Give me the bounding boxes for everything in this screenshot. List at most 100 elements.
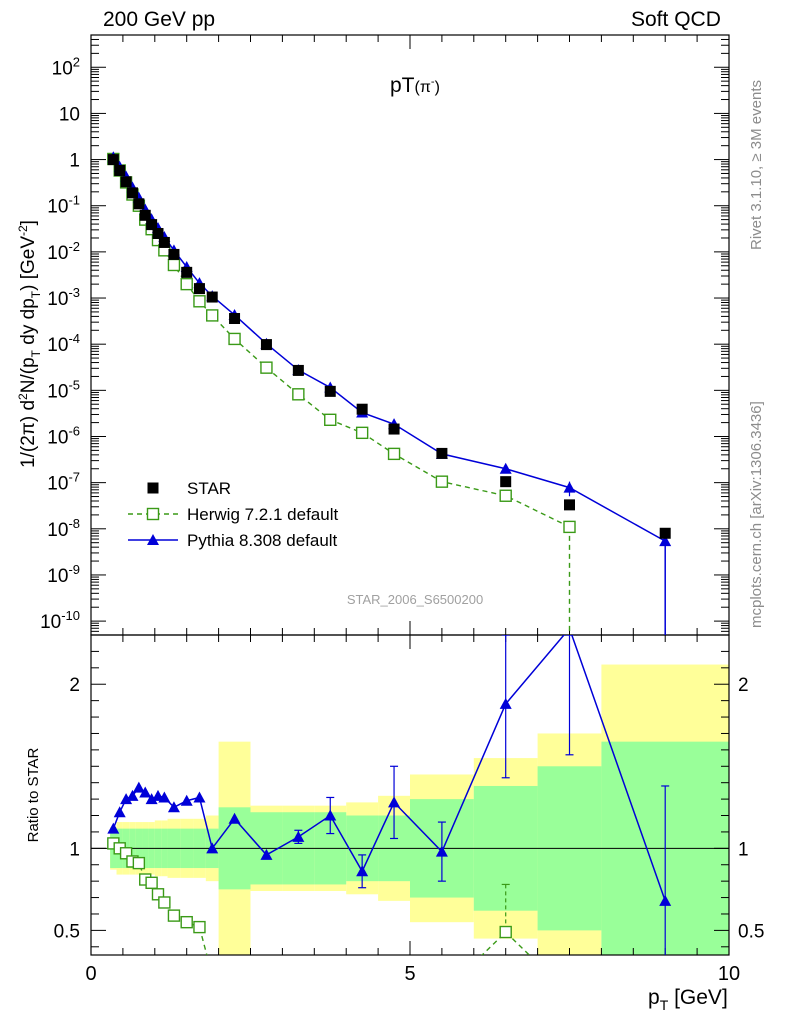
y-tick-label: 10: [59, 104, 80, 125]
star-point: [229, 313, 241, 325]
legend-star-label: STAR: [187, 479, 231, 498]
pythia-ratio-point: [260, 848, 273, 860]
pythia-ratio-point: [499, 697, 512, 709]
herwig-ratio-point: [180, 915, 193, 929]
y-tick-label: 10-10: [40, 608, 80, 633]
herwig-point: [324, 413, 337, 426]
star-point: [260, 339, 272, 351]
pythia-ratio-point: [659, 894, 672, 906]
star-point: [114, 164, 126, 176]
herwig-ratio-point: [119, 847, 133, 860]
pythia-point: [499, 462, 512, 474]
herwig-point: [228, 332, 241, 346]
pythia-ratio-point: [120, 793, 133, 805]
y-tick-label: 10-1: [47, 193, 80, 218]
ratio-y-tick-label-left: 0.5: [54, 921, 80, 942]
y-tick-label: 10-2: [47, 239, 80, 264]
herwig-point: [180, 277, 193, 291]
x-tick-label: 10: [718, 963, 740, 985]
legend-herwig-marker: [146, 507, 160, 521]
x-tick-label: 0: [85, 963, 96, 985]
y-tick-label: 10-6: [47, 423, 80, 448]
x-axis-label: pT [GeV]: [648, 986, 728, 1013]
legend-pythia-label: Pythia 8.308 default: [187, 531, 338, 550]
x-tick-label: 5: [404, 963, 415, 985]
herwig-ratio-point: [167, 909, 181, 922]
herwig-ratio-point: [499, 925, 512, 939]
main-y-axis-label: 1/(2π) d2N/(pT dy dpT) [GeV-2]: [16, 220, 43, 468]
herwig-ratio-point: [151, 888, 165, 901]
ratio-y-axis-label: Ratio to STAR: [25, 747, 42, 842]
ratio-series: [107, 635, 672, 955]
pythia-ratio-point: [132, 781, 145, 793]
pythia-ratio-point: [292, 830, 305, 842]
herwig-point: [563, 520, 576, 534]
star-point: [181, 266, 193, 278]
star-point: [356, 403, 368, 415]
y-tick-label: 10-3: [47, 285, 80, 310]
ratio-y-tick-label-right: 1: [738, 839, 749, 860]
herwig-ratio-point: [158, 896, 171, 909]
legend-herwig-label: Herwig 7.2.1 default: [187, 505, 338, 524]
herwig-point: [435, 475, 449, 488]
star-point: [152, 228, 164, 240]
star-point: [206, 291, 218, 303]
pythia-ratio-point: [126, 789, 139, 801]
pythia-ratio-point: [435, 845, 448, 857]
star-point: [436, 447, 448, 459]
ratio-y-tick-label-right: 2: [738, 675, 749, 696]
pythia-ratio-point: [139, 786, 152, 798]
herwig-point: [292, 388, 305, 401]
pythia-ratio-point: [228, 812, 241, 824]
y-tick-label: 102: [52, 54, 80, 79]
pythia-ratio-point: [167, 801, 180, 813]
star-point: [107, 154, 119, 166]
header-right: Soft QCD: [631, 8, 721, 31]
pythia-ratio-point: [113, 806, 126, 818]
herwig-ratio-point: [145, 876, 158, 889]
star-point: [193, 283, 205, 295]
star-point: [564, 499, 575, 511]
plot-title: pT(π-): [390, 74, 440, 97]
star-point: [133, 198, 145, 210]
star-point: [324, 385, 336, 397]
star-point: [500, 476, 512, 488]
pythia-point: [659, 535, 672, 547]
star-point: [168, 248, 180, 260]
star-point: [139, 209, 151, 221]
star-point: [146, 219, 158, 231]
herwig-point: [260, 361, 273, 374]
y-tick-label: 10-5: [47, 377, 80, 402]
herwig-point: [499, 489, 512, 502]
pythia-ratio-point: [206, 842, 219, 854]
pythia-ratio-point: [145, 793, 158, 805]
star-point: [120, 176, 132, 188]
star-point: [388, 423, 400, 435]
text-layer: 0 5 1010210110-110-210-310-410-510-610-710…: [16, 54, 764, 1013]
legend-pythia-marker: [147, 534, 159, 545]
pythia-ratio-point: [324, 809, 337, 821]
star-point: [158, 236, 170, 248]
pythia-ratio-point: [356, 865, 369, 877]
y-tick-label: 10-8: [47, 516, 80, 541]
star-point: [659, 527, 671, 539]
pythia-ratio-point: [158, 791, 171, 803]
y-tick-label: 10-7: [47, 470, 80, 495]
pythia-ratio-point: [193, 791, 206, 803]
pythia-point: [563, 481, 576, 493]
series-layer: [107, 151, 672, 955]
axes-layer: [90, 34, 730, 956]
legend-star-marker: [147, 482, 159, 494]
herwig-point: [206, 309, 219, 322]
ratio-y-tick-label-left: 2: [69, 675, 80, 696]
header-left: 200 GeV pp: [103, 8, 216, 31]
herwig-point: [167, 258, 181, 272]
ratio-y-tick-label-right: 0.5: [738, 921, 764, 942]
pythia-ratio-point: [180, 794, 193, 806]
star-point: [126, 187, 138, 199]
herwig-point: [387, 447, 401, 461]
herwig-point: [355, 426, 369, 440]
pythia-ratio-point: [107, 822, 120, 834]
ratio-uncertainty-bands: [91, 664, 729, 955]
